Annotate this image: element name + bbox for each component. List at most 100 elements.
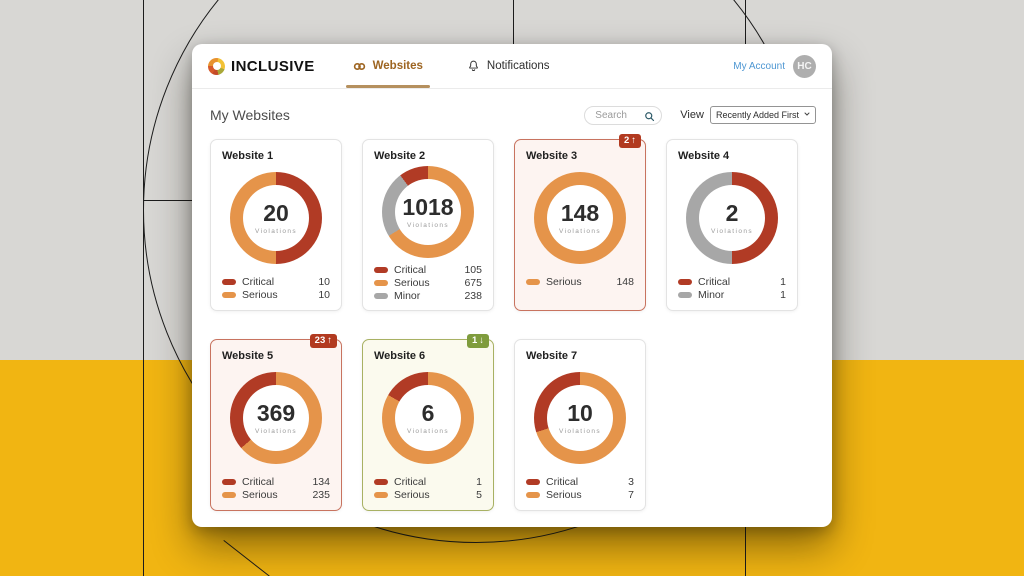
legend-label: Serious [394,277,430,289]
donut-center: 148 Violations [547,185,613,251]
violations-total: 369 [256,399,296,426]
donut-center: 10 Violations [547,385,613,451]
violations-label: Violations [406,221,450,229]
arrow-up-icon: ↑ [631,135,636,146]
website-title: Website 4 [678,150,730,162]
violations-label: Violations [406,427,450,435]
legend-label: Minor [394,290,421,302]
severity-legend: Critical 10 Serious 10 [222,276,330,301]
trend-badge: 1 ↓ [466,334,489,348]
my-account-link[interactable]: My Account [733,60,785,72]
legend-value: 10 [318,276,330,288]
page-title: My Websites [210,107,290,123]
tab-notifications[interactable]: Notifications [467,44,550,88]
tab-notifications-label: Notifications [486,60,550,72]
avatar[interactable]: HC [793,54,816,78]
website-title: Website 1 [222,150,274,162]
decor-diagonal-line [223,540,270,576]
trend-badge-count: 2 [623,135,630,146]
legend-swatch-icon [526,479,540,485]
website-card[interactable]: 1 ↓ Website 6 6 Violations Critical 1 Serious 5 [362,334,494,511]
legend-value: 7 [628,489,634,501]
legend-value: 238 [464,290,482,302]
view-sort-selected: Recently Added First [715,110,799,120]
legend-row: Serious 7 [526,489,634,501]
legend-row: Critical 1 [678,276,786,288]
legend-value: 105 [464,264,482,276]
website-card[interactable]: Website 2 1018 Violations Critical 105 Seriou… [362,139,494,311]
search-input[interactable] [584,106,663,125]
bell-icon [467,59,480,73]
severity-legend: Critical 134 Serious 235 [222,476,330,501]
website-card[interactable]: Website 1 20 Violations Critical 10 Serious 10 [210,139,342,311]
legend-value: 10 [318,289,330,301]
view-control: View Recently Added First [680,106,816,124]
legend-swatch-icon [526,279,540,285]
legend-label: Critical [546,476,579,488]
trend-badge: 2 ↑ [618,134,641,148]
legend-label: Serious [546,489,582,501]
legend-swatch-icon [374,280,388,286]
legend-swatch-icon [678,279,692,285]
chart-area: 1018 Violations [374,162,482,262]
legend-swatch-icon [374,267,388,273]
legend-row: Critical 3 [526,476,634,488]
decor-vertical-line-left [143,0,144,576]
trend-badge-count: 1 [471,335,478,346]
legend-row: Serious 235 [222,489,330,501]
legend-value: 1 [780,276,786,288]
chart-area: 2 Violations [678,162,786,274]
donut-center: 1018 Violations [395,179,461,245]
chart-area: 10 Violations [526,362,634,474]
donut-center: 369 Violations [243,385,309,451]
search-box [584,105,663,127]
legend-row: Critical 105 [374,264,482,276]
severity-legend: Critical 105 Serious 675 Minor 238 [374,264,482,302]
websites-grid: Website 1 20 Violations Critical 10 Serious 10… [192,134,832,511]
app-logo[interactable]: INCLUSIVE [208,57,315,75]
toolbar: My Websites View Recently Added First [192,89,832,135]
view-label: View [680,109,704,121]
legend-row: Critical 10 [222,276,330,288]
violations-total: 20 [263,199,289,226]
violations-donut-chart: 1018 Violations [382,166,474,258]
legend-value: 3 [628,476,634,488]
website-title: Website 2 [374,150,426,162]
legend-swatch-icon [678,292,692,298]
website-card[interactable]: Website 7 10 Violations Critical 3 Serious 7 [514,339,646,511]
chevron-down-icon [803,110,811,120]
website-card[interactable]: 23 ↑ Website 5 369 Violations Critical 134 Seri… [210,334,342,511]
donut-center: 6 Violations [395,385,461,451]
severity-legend: Critical 1 Serious 5 [374,476,482,501]
legend-swatch-icon [374,479,388,485]
account-area: My Account HC [733,54,816,78]
tab-websites[interactable]: Websites [345,44,431,88]
legend-swatch-icon [222,492,236,498]
violations-total: 2 [725,199,739,226]
legend-value: 675 [464,277,482,289]
violations-total: 1018 [402,193,454,220]
legend-label: Serious [546,276,582,288]
violations-label: Violations [558,427,602,435]
severity-legend: Serious 148 [526,276,634,288]
donut-center: 20 Violations [243,185,309,251]
violations-label: Violations [254,227,298,235]
legend-row: Critical 134 [222,476,330,488]
legend-row: Serious 10 [222,289,330,301]
chart-area: 369 Violations [222,362,330,474]
website-card[interactable]: Website 4 2 Violations Critical 1 Minor 1 [666,139,798,311]
legend-value: 148 [616,276,634,288]
legend-row: Critical 1 [374,476,482,488]
violations-label: Violations [558,227,602,235]
legend-label: Minor [698,289,725,301]
search-icon[interactable] [644,109,655,127]
legend-swatch-icon [526,492,540,498]
view-sort-dropdown[interactable]: Recently Added First [709,106,816,124]
website-title: Website 5 [222,350,274,362]
chart-area: 6 Violations [374,362,482,474]
website-card[interactable]: 2 ↑ Website 3 148 Violations Serious 148 [514,134,646,311]
legend-label: Critical [698,276,731,288]
donut-center: 2 Violations [699,185,765,251]
legend-value: 134 [312,476,330,488]
legend-label: Serious [242,289,278,301]
